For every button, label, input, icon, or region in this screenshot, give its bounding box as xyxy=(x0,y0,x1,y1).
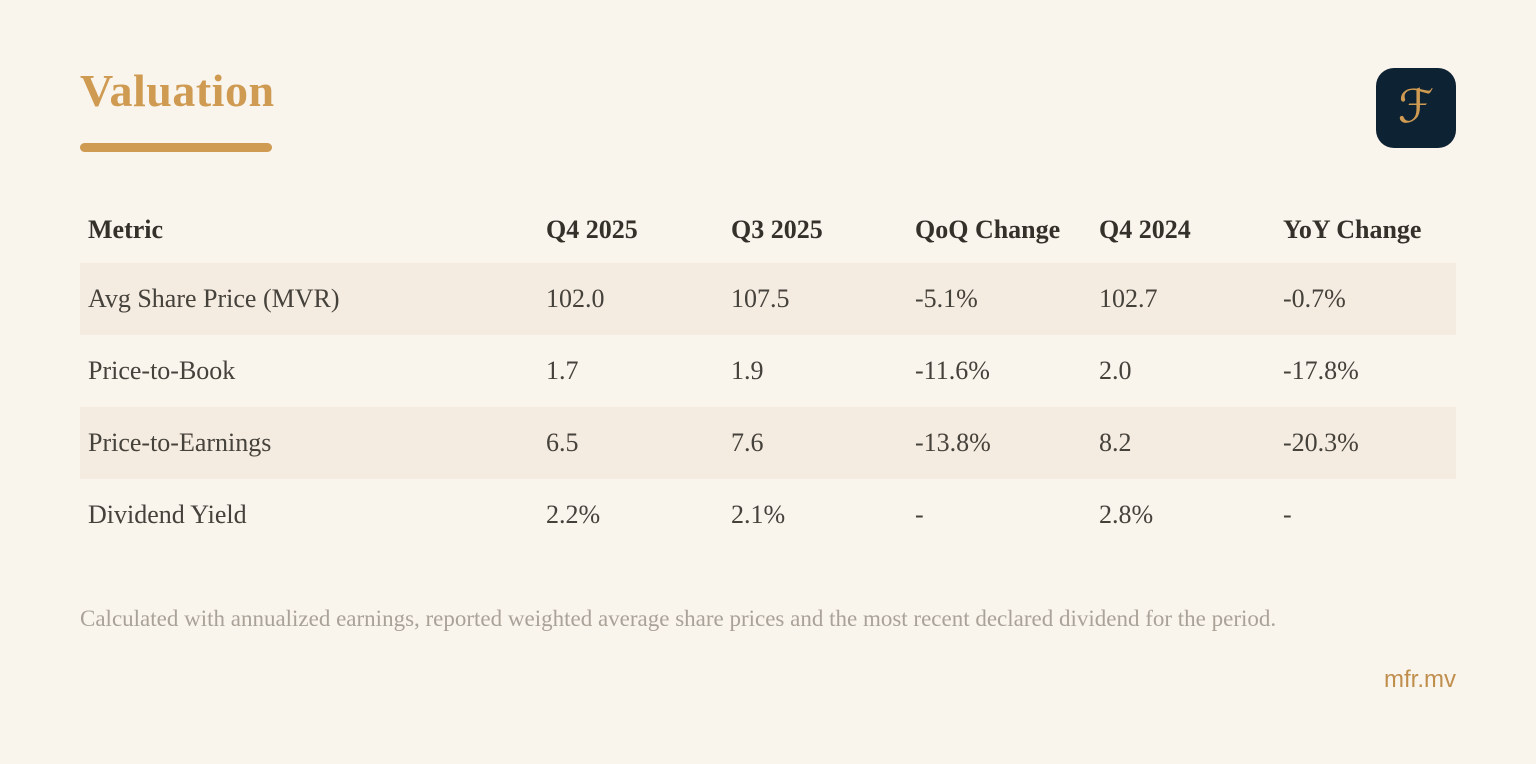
metric-label: Dividend Yield xyxy=(88,500,247,529)
value-yoy-change: - xyxy=(1283,500,1292,529)
methodology-footnote: Calculated with annualized earnings, rep… xyxy=(80,606,1277,631)
value-q4-2024: 102.7 xyxy=(1099,284,1158,313)
value-q4-2024: 2.0 xyxy=(1099,356,1132,385)
col-header-qoq-change: QoQ Change xyxy=(915,215,1061,244)
value-q4-2025: 1.7 xyxy=(546,356,579,385)
table-row: Dividend Yield 2.2% 2.1% - 2.8% - xyxy=(80,479,1456,551)
value-qoq-change: -11.6% xyxy=(915,356,990,385)
value-q4-2024: 8.2 xyxy=(1099,428,1132,457)
value-q3-2025: 1.9 xyxy=(731,356,764,385)
value-yoy-change: -20.3% xyxy=(1283,428,1359,457)
website-link[interactable]: mfr.mv xyxy=(1384,666,1456,693)
metric-label: Price-to-Earnings xyxy=(88,428,272,457)
col-header-q3-2025: Q3 2025 xyxy=(731,215,823,244)
metric-label: Avg Share Price (MVR) xyxy=(88,284,340,313)
col-header-yoy-change: YoY Change xyxy=(1283,215,1422,244)
value-qoq-change: -5.1% xyxy=(915,284,978,313)
table-header-row: Metric Q4 2025 Q3 2025 QoQ Change Q4 202… xyxy=(80,197,1456,263)
value-q3-2025: 107.5 xyxy=(731,284,790,313)
value-q3-2025: 2.1% xyxy=(731,500,786,529)
value-yoy-change: -0.7% xyxy=(1283,284,1346,313)
page-title: Valuation xyxy=(80,65,275,116)
company-logo: ℱ xyxy=(1376,68,1456,148)
value-yoy-change: -17.8% xyxy=(1283,356,1359,385)
metric-label: Price-to-Book xyxy=(88,356,236,385)
value-q4-2025: 102.0 xyxy=(546,284,605,313)
valuation-table-container: Metric Q4 2025 Q3 2025 QoQ Change Q4 202… xyxy=(80,197,1456,551)
value-q4-2025: 2.2% xyxy=(546,500,601,529)
value-q4-2024: 2.8% xyxy=(1099,500,1154,529)
value-q3-2025: 7.6 xyxy=(731,428,764,457)
col-header-q4-2025: Q4 2025 xyxy=(546,215,638,244)
value-q4-2025: 6.5 xyxy=(546,428,579,457)
table-row: Avg Share Price (MVR) 102.0 107.5 -5.1% … xyxy=(80,263,1456,335)
value-qoq-change: -13.8% xyxy=(915,428,991,457)
col-header-q4-2024: Q4 2024 xyxy=(1099,215,1191,244)
table-row: Price-to-Book 1.7 1.9 -11.6% 2.0 -17.8% xyxy=(80,335,1456,407)
title-underline-bar xyxy=(80,143,272,152)
table-row: Price-to-Earnings 6.5 7.6 -13.8% 8.2 -20… xyxy=(80,407,1456,479)
col-header-metric: Metric xyxy=(88,215,164,244)
valuation-table: Metric Q4 2025 Q3 2025 QoQ Change Q4 202… xyxy=(80,197,1456,551)
value-qoq-change: - xyxy=(915,500,924,529)
script-f-icon: ℱ xyxy=(1397,79,1435,133)
